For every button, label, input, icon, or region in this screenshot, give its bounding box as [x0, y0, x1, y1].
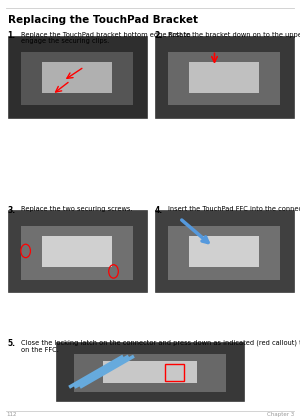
Text: 1.: 1. [8, 32, 16, 40]
Bar [74, 354, 226, 392]
Text: Close the locking latch on the connector and press down as indicated (red callou: Close the locking latch on the connector… [21, 339, 300, 353]
Bar [103, 361, 197, 383]
Text: 2.: 2. [154, 32, 163, 40]
Bar [42, 62, 112, 93]
Bar [22, 52, 133, 105]
Bar [56, 342, 244, 401]
Text: Insert the TouchPad FFC into the connector.: Insert the TouchPad FFC into the connect… [168, 206, 300, 212]
Text: 3.: 3. [8, 206, 16, 215]
Text: Rotate the bracket down on to the upper case.: Rotate the bracket down on to the upper … [168, 32, 300, 37]
Bar [189, 236, 259, 268]
Bar [189, 62, 259, 93]
Bar [22, 226, 133, 280]
Text: Replacing the TouchPad Bracket: Replacing the TouchPad Bracket [8, 15, 197, 25]
Bar [8, 36, 147, 118]
Text: 112: 112 [6, 412, 16, 417]
Text: Replace the two securing screws.: Replace the two securing screws. [21, 206, 133, 212]
Text: Chapter 3: Chapter 3 [267, 412, 294, 417]
Bar [42, 236, 112, 268]
Bar [154, 36, 294, 118]
Text: 5.: 5. [8, 339, 16, 348]
Text: 4.: 4. [154, 206, 163, 215]
Bar [8, 210, 147, 292]
Bar [154, 210, 294, 292]
Bar [169, 52, 280, 105]
Bar [169, 226, 280, 280]
Text: Replace the TouchPad bracket bottom edge first to
engage the securing clips.: Replace the TouchPad bracket bottom edge… [21, 32, 190, 45]
Bar [165, 364, 184, 381]
